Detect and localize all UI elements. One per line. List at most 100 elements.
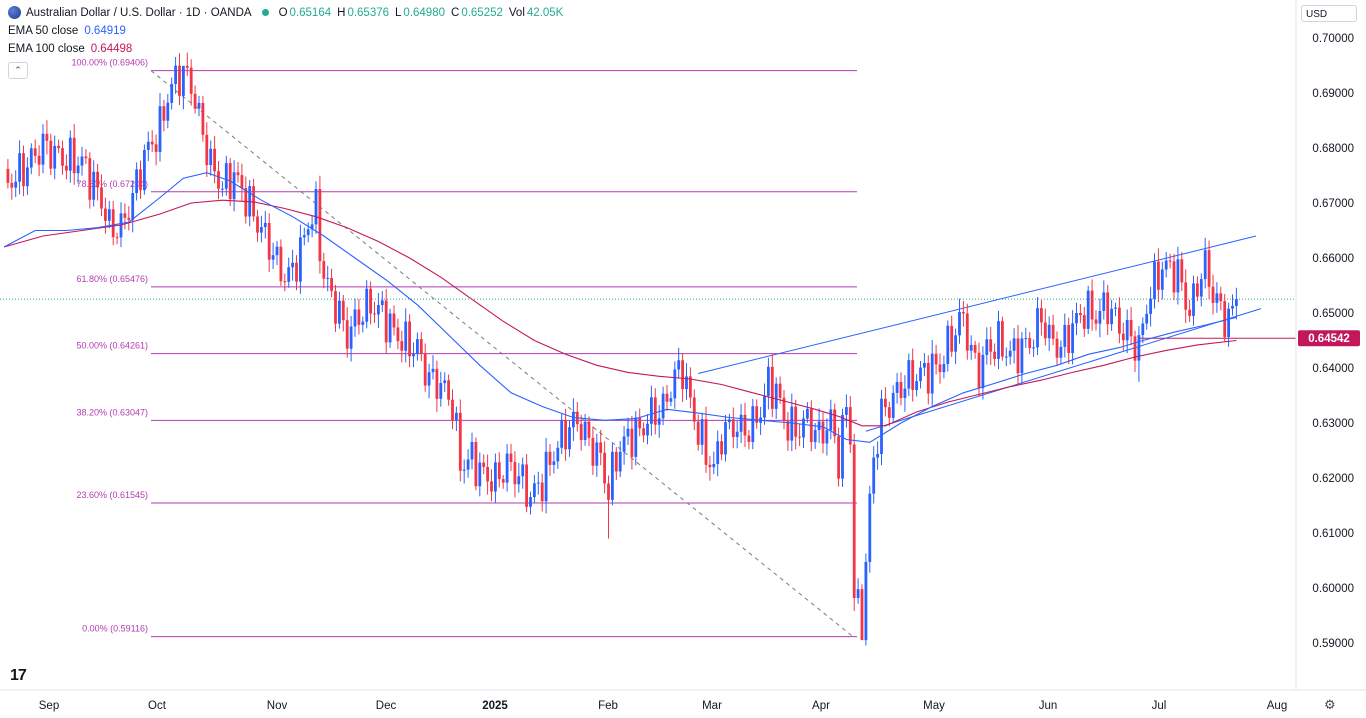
candle-body [1051, 324, 1055, 339]
currency-select[interactable]: USD [1301, 5, 1357, 22]
candle-body [416, 339, 419, 354]
candle-body [965, 313, 969, 351]
candle-body [1207, 250, 1211, 287]
candle-body [572, 411, 575, 428]
candle-body [306, 229, 310, 236]
candle-body [794, 406, 798, 437]
candle-body [37, 155, 41, 165]
time-tick-label: Feb [598, 700, 618, 712]
price-tick-label: 0.62000 [1312, 473, 1354, 485]
candle-body [10, 182, 14, 188]
candle-body [404, 321, 408, 351]
candle-body [1231, 305, 1234, 309]
ema100-legend[interactable]: EMA 100 close 0.64498 [8, 43, 132, 55]
candle-body [1102, 292, 1106, 311]
candle-body [728, 419, 731, 423]
candle-body [681, 360, 684, 390]
time-tick-label: Nov [267, 700, 288, 712]
candle-body [1063, 324, 1067, 347]
candle-body [178, 65, 181, 96]
candle-body [470, 441, 474, 460]
candle-body [423, 353, 427, 386]
candle-body [930, 353, 934, 394]
candle-body [540, 482, 544, 502]
trend-lines[interactable] [0, 235, 1296, 432]
candle-body [107, 209, 111, 221]
candle-body [513, 462, 517, 485]
candle-body [724, 422, 727, 455]
candle-body [1040, 308, 1043, 323]
candle-body [1145, 313, 1149, 324]
candle-body [958, 311, 961, 336]
candle-body [1114, 307, 1117, 309]
candle-body [365, 288, 369, 322]
candle-body [84, 156, 88, 159]
gear-icon[interactable]: ⚙ [1324, 697, 1336, 712]
candle-body [903, 388, 907, 399]
candle-body [657, 418, 661, 425]
candle-body [443, 380, 447, 384]
price-axis[interactable]: 0.70000 0.69000 0.68000 0.67000 0.66000 0.650… [1295, 0, 1360, 690]
tradingview-logo[interactable]: 17 [10, 667, 27, 684]
candle-body [548, 451, 552, 465]
candle-body [689, 376, 692, 398]
candle-body [560, 420, 564, 448]
candle-body [478, 462, 482, 487]
candle-body [544, 451, 548, 502]
candle-body [267, 222, 271, 260]
candle-body [743, 414, 747, 436]
candle-body [345, 320, 349, 349]
candle-body [279, 246, 283, 282]
candle-body [626, 428, 630, 437]
candle-body [68, 137, 72, 171]
ema100-line [3, 199, 1237, 427]
candle-body [1227, 308, 1230, 338]
candle-body [486, 466, 489, 482]
candle-body [899, 381, 903, 399]
candle-body [96, 171, 99, 188]
candle-body [1129, 319, 1133, 337]
candle-body [954, 335, 957, 352]
ema50-legend[interactable]: EMA 50 close 0.64919 [8, 25, 126, 37]
candle-body [505, 453, 509, 483]
candle-body [474, 441, 478, 487]
candle-body [174, 65, 177, 85]
candle-body [283, 281, 287, 283]
candle-body [1211, 286, 1215, 303]
price-tick-label: 0.61000 [1312, 528, 1354, 540]
candle-body [1164, 260, 1168, 270]
candle-body [263, 222, 267, 228]
collapse-legend-button[interactable]: ⌃ [8, 62, 28, 79]
candle-body [1086, 290, 1090, 329]
candle-body [642, 428, 645, 436]
candle-body [591, 437, 595, 466]
time-axis[interactable]: Sep Oct Nov Dec 2025 Feb Mar Apr May Jun Jul Aug [0, 689, 1366, 712]
channel-lower-line [865, 308, 1262, 432]
candle-body [224, 163, 228, 189]
candle-body [373, 313, 376, 315]
price-badge-label: 0.64542 [1308, 333, 1350, 345]
candle-body [919, 367, 922, 382]
candle-body [1028, 338, 1032, 349]
candle-body [751, 406, 755, 442]
candle-body [622, 436, 626, 452]
candle-body [911, 360, 915, 390]
candle-body [841, 414, 844, 479]
candle-body [1071, 323, 1074, 354]
ema100-label: EMA 100 close [8, 43, 85, 55]
candle-body [837, 436, 840, 479]
fibonacci-retracement[interactable]: 100.00% (0.69406) 78.60% (0.67204) 61.80% … [71, 58, 857, 638]
time-tick-label: May [923, 700, 945, 712]
candle-body [455, 412, 458, 421]
candle-body [1008, 350, 1012, 357]
symbol-title[interactable]: Australian Dollar / U.S. Dollar · 1D · O… [26, 6, 252, 19]
candle-body [33, 148, 37, 156]
candle-body [139, 169, 142, 191]
candle-body [868, 493, 872, 562]
candle-body [650, 397, 653, 424]
candle-body [361, 321, 365, 325]
candle-body [786, 421, 790, 441]
candle-body [1137, 335, 1141, 361]
candle-body [778, 383, 782, 398]
